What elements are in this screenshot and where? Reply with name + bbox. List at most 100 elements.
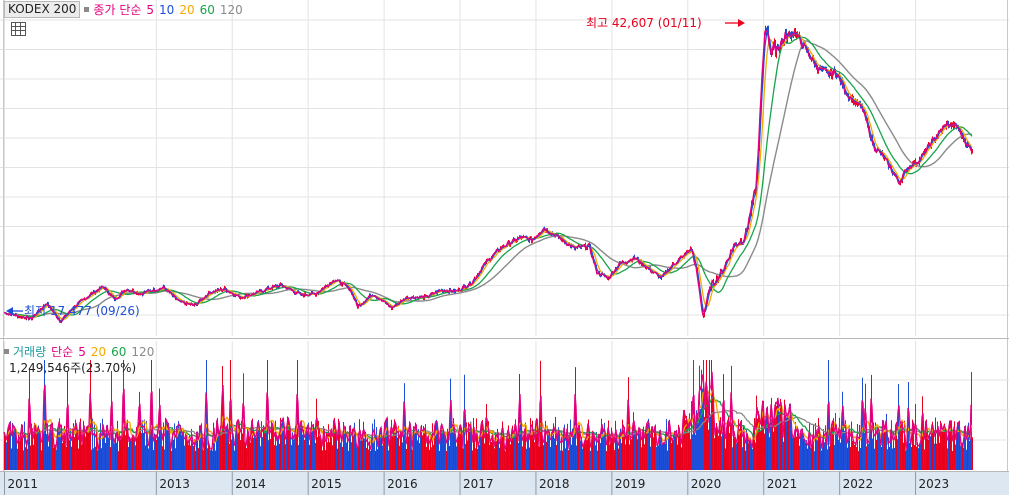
volume-bar	[184, 445, 185, 470]
volume-bar	[545, 420, 546, 470]
volume-bar	[953, 432, 954, 470]
volume-bar	[238, 419, 239, 470]
volume-bar	[600, 443, 601, 470]
volume-bar	[261, 421, 262, 470]
volume-bar	[282, 419, 283, 470]
volume-bar	[305, 435, 306, 470]
volume-ma-line-5	[3, 371, 973, 451]
volume-bar	[335, 429, 336, 470]
table-grid-icon[interactable]	[11, 22, 26, 36]
volume-bar	[818, 418, 819, 470]
volume-bar	[174, 423, 175, 470]
volume-bar	[368, 449, 369, 470]
volume-bar	[538, 446, 539, 470]
volume-bar	[524, 434, 525, 470]
volume-bar	[44, 360, 45, 470]
volume-bar	[233, 439, 234, 470]
volume-bar	[411, 448, 412, 470]
volume-bar	[130, 440, 131, 470]
volume-bar	[423, 425, 424, 470]
volume-bar	[635, 431, 636, 470]
volume-bar	[364, 438, 365, 470]
volume-bar	[16, 437, 17, 470]
volume-bar	[318, 420, 319, 470]
volume-bar	[106, 425, 107, 470]
volume-bar	[10, 421, 11, 470]
volume-bar	[598, 433, 599, 470]
volume-bar	[405, 439, 406, 470]
x-axis: 2011 2013 2014 2015 2016 2017 2018 2019 2020 2021…	[0, 472, 1009, 495]
volume-bar	[97, 450, 98, 470]
volume-bar	[717, 431, 718, 470]
volume-bar	[375, 450, 376, 470]
volume-bar	[836, 434, 837, 470]
volume-bar	[660, 429, 661, 470]
volume-bar	[934, 443, 935, 470]
volume-bar	[135, 445, 136, 470]
volume-bar	[116, 442, 117, 470]
volume-bar	[527, 435, 528, 470]
volume-bar	[844, 430, 845, 470]
volume-bar	[141, 432, 142, 470]
volume-bar	[657, 443, 658, 470]
volume-bar	[471, 434, 472, 470]
volume-bar	[561, 433, 562, 470]
volume-bar	[580, 440, 581, 470]
volume-bar	[209, 447, 210, 470]
volume-bar	[266, 425, 267, 470]
volume-bar	[656, 446, 657, 470]
volume-bar	[847, 447, 848, 470]
volume-bar	[293, 439, 294, 470]
volume-bar	[606, 451, 607, 470]
volume-bar	[432, 423, 433, 470]
volume-bar	[485, 432, 486, 470]
volume-bar	[624, 426, 625, 470]
volume-bar	[412, 449, 413, 470]
x-tick-label: 2015	[311, 477, 342, 491]
volume-bar	[324, 431, 325, 470]
volume-bar	[22, 425, 23, 470]
volume-bar	[746, 430, 747, 470]
volume-bar	[554, 438, 555, 470]
volume-bar	[413, 426, 414, 470]
volume-bar	[634, 429, 635, 470]
volume-bar	[784, 399, 785, 470]
volume-bar	[263, 425, 264, 470]
volume-bar	[104, 432, 105, 470]
volume-bar	[486, 403, 487, 470]
volume-bar	[179, 427, 180, 470]
volume-bar	[253, 437, 254, 470]
volume-bar	[921, 436, 922, 470]
volume-bar	[441, 423, 442, 470]
volume-bar	[732, 447, 733, 470]
volume-bar	[381, 428, 382, 470]
volume-bar	[171, 450, 172, 470]
volume-bar	[730, 419, 731, 470]
symbol-name[interactable]: KODEX 200	[4, 1, 81, 18]
volume-bar	[307, 426, 308, 470]
price-gridlines	[0, 0, 1009, 471]
volume-bar	[283, 418, 284, 470]
volume-bar	[875, 422, 876, 470]
volume-bar	[267, 360, 268, 470]
volume-bar	[703, 360, 704, 470]
volume-bar	[906, 449, 907, 470]
volume-bar	[556, 445, 557, 470]
volume-bar	[155, 435, 156, 470]
volume-bar	[50, 424, 51, 470]
volume-bar	[344, 430, 345, 470]
volume-bar	[640, 430, 641, 470]
volume-bar	[558, 427, 559, 470]
volume-bar	[767, 406, 768, 470]
volume-bar	[505, 451, 506, 470]
volume-ma-period-120: 120	[131, 344, 155, 359]
volume-bar	[218, 435, 219, 470]
volume-bar	[254, 433, 255, 470]
volume-bar	[833, 418, 834, 470]
volume-bar	[824, 442, 825, 470]
volume-bar	[193, 446, 194, 470]
volume-bar	[221, 429, 222, 470]
volume-bar	[165, 417, 166, 470]
volume-bar	[550, 447, 551, 470]
volume-bar	[567, 423, 568, 470]
